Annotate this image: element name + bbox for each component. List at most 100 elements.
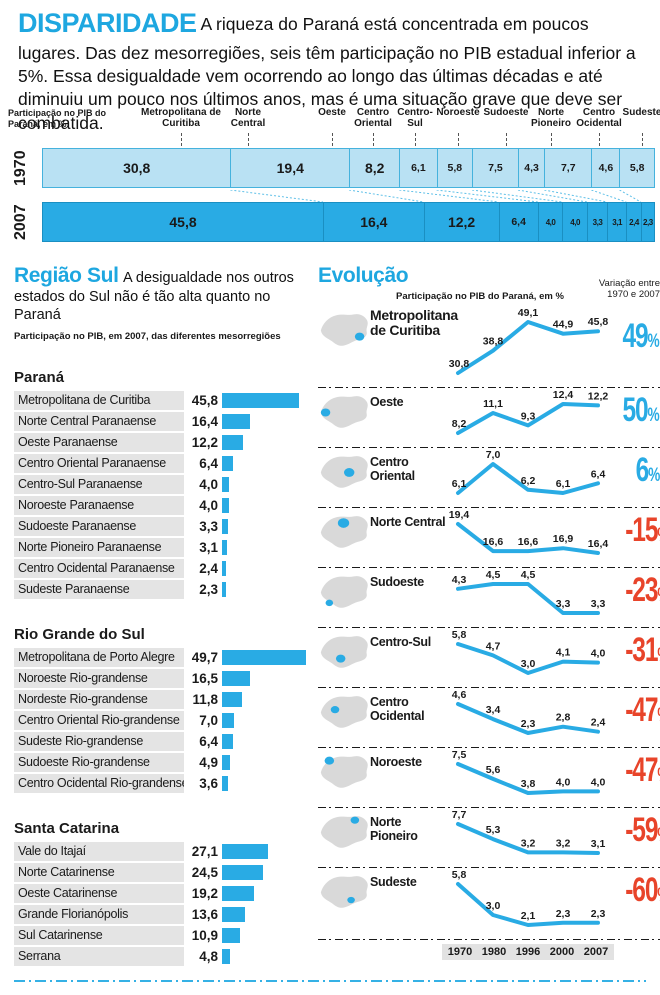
mesoregion-bar-row: Metropolitana de Curitiba 45,8 [14, 391, 314, 411]
pib-bar-segment: 8,2 [349, 148, 400, 188]
mesoregion-value: 3,1 [199, 540, 218, 556]
svg-text:4,1: 4,1 [556, 647, 571, 659]
mesoregion-bar [222, 886, 255, 902]
evolucao-row: Oeste 8,2 11,1 9,3 12,4 12,2 50% [318, 388, 660, 448]
page-title: DISPARIDADE [18, 8, 197, 38]
svg-text:5,3: 5,3 [486, 824, 501, 836]
segment-value: 4,0 [545, 217, 556, 227]
percent-sign: % [657, 825, 660, 846]
parana-map-icon [318, 508, 370, 568]
svg-text:16,6: 16,6 [483, 536, 504, 548]
mesoregion-bar-row: Metropolitana de Porto Alegre 49,7 [14, 648, 314, 668]
mesoregion-bar-row: Centro Ocidental Rio-grandense 3,6 [14, 774, 314, 794]
region-label: Centro- Sul [397, 107, 433, 129]
evolucao-title: Evolução [318, 264, 409, 287]
svg-text:7,5: 7,5 [452, 749, 467, 761]
mesoregion-label: Oeste Catarinense [14, 884, 184, 904]
mesoregion-value: 6,4 [199, 456, 218, 472]
label-leader-line [599, 133, 600, 146]
label-leader-line [332, 133, 333, 146]
mesoregion-bar-row: Norte Catarinense 24,5 [14, 863, 314, 883]
year-tick: 2000 [549, 946, 575, 958]
region-label: Noroeste [436, 107, 480, 118]
svg-text:11,1: 11,1 [483, 398, 503, 410]
segment-value: 4,3 [524, 162, 539, 174]
mesoregion-label: Sul Catarinense [14, 926, 184, 946]
percent-sign: % [657, 705, 660, 726]
evolucao-section: Evolução Participação no PIB do Paraná, … [318, 264, 660, 960]
variation-value: 49% [623, 319, 660, 353]
variation-badge: 6% [608, 448, 660, 508]
mesoregion-label: Serrana [14, 947, 184, 967]
region-label: Sudeste [622, 107, 660, 118]
mesoregion-label: Vale do Itajaí [14, 842, 184, 862]
label-leader-line [642, 133, 643, 146]
region-label: Norte Central [230, 107, 266, 129]
mesoregion-bar-row: Sudoeste Rio-grandense 4,9 [14, 753, 314, 773]
svg-text:6,2: 6,2 [521, 475, 536, 487]
variation-badge: 49% [608, 306, 660, 388]
mesoregion-value: 4,8 [199, 949, 218, 965]
mesoregion-bar-row: Noroeste Rio-grandense 16,5 [14, 669, 314, 689]
variation-number: -60 [625, 871, 658, 909]
parana-map-icon [318, 628, 370, 688]
mesoregion-bar-row: Serrana 4,8 [14, 947, 314, 967]
mesoregion-bar [222, 540, 228, 556]
headline: DISPARIDADE A riqueza do Paraná está con… [18, 6, 646, 135]
mesoregion-value: 3,3 [199, 519, 218, 535]
percent-sign: % [657, 525, 660, 546]
mesoregion-bar-row: Sudeste Rio-grandense 6,4 [14, 732, 314, 752]
trend-sparkline: 4,3 4,5 4,5 3,3 3,3 [452, 569, 605, 615]
svg-text:30,8: 30,8 [449, 358, 470, 370]
mesoregion-bar-row: Norte Central Paranaense 16,4 [14, 412, 314, 432]
pib-bar-segment: 19,4 [230, 148, 350, 188]
variation-number: -59 [625, 811, 658, 849]
mesoregion-bar [222, 393, 299, 409]
evolucao-row: Norte Pioneiro 7,7 5,3 3,2 3,2 3,1 -59% [318, 808, 660, 868]
label-leader-line [373, 133, 374, 146]
svg-text:16,4: 16,4 [588, 538, 609, 550]
mesoregion-bar-row: Noroeste Paranaense 4,0 [14, 496, 314, 516]
mesoregion-label: Sudeste Paranaense [14, 580, 184, 600]
pib-bar-segment: 2,3 [640, 202, 655, 242]
mesoregion-bar-row: Centro Oriental Paranaense 6,4 [14, 454, 314, 474]
evolucao-row: Sudeste 5,8 3,0 2,1 2,3 2,3 -60% [318, 868, 660, 940]
variation-number: -47 [625, 691, 658, 729]
year-tick: 1970 [447, 946, 473, 958]
mesoregion-name: Metropolitana de Curitiba [370, 307, 458, 339]
svg-text:3,3: 3,3 [556, 598, 571, 610]
mesoregion-bar [222, 561, 226, 577]
svg-text:2,3: 2,3 [521, 718, 536, 730]
mesoregion-label: Oeste Paranaense [14, 433, 184, 453]
percent-sign: % [657, 765, 660, 786]
variation-badge: -47% [608, 748, 660, 808]
region-label: Sudoeste [483, 107, 529, 118]
label-leader-line [506, 133, 507, 146]
mesoregion-name: Norte Pioneiro [370, 815, 418, 843]
svg-text:3,1: 3,1 [591, 838, 606, 850]
mesoregion-value: 45,8 [191, 393, 218, 409]
mesoregion-value: 16,4 [191, 414, 218, 430]
svg-text:3,2: 3,2 [556, 837, 571, 849]
segment-value: 2,4 [629, 217, 639, 227]
mesoregion-value: 2,3 [199, 582, 218, 598]
label-leader-line [551, 133, 552, 146]
mesoregion-bar [222, 776, 228, 792]
variation-badge: -47% [608, 688, 660, 748]
svg-text:2,1: 2,1 [521, 910, 536, 922]
parana-map-icon [318, 808, 370, 868]
svg-text:6,1: 6,1 [556, 478, 571, 490]
variation-badge: -60% [608, 868, 660, 940]
variation-value: 50% [623, 393, 660, 427]
regiao-sul-bar-groups: Paraná Metropolitana de Curitiba 45,8 Norte… [14, 369, 314, 967]
mesoregion-label: Centro Ocidental Rio-grandense [14, 774, 184, 794]
variation-value: -47% [625, 753, 660, 787]
svg-text:3,2: 3,2 [521, 837, 536, 849]
mesoregion-value: 4,0 [199, 498, 218, 514]
svg-text:8,2: 8,2 [452, 418, 467, 430]
svg-text:4,7: 4,7 [486, 640, 501, 652]
state-group: Paraná Metropolitana de Curitiba 45,8 Norte… [14, 369, 314, 600]
trend-sparkline: 5,8 4,7 3,0 4,1 4,0 [452, 629, 605, 675]
mesoregion-name: Sudeste [370, 875, 417, 889]
regiao-sul-subtitle: Participação no PIB, em 2007, das difere… [14, 331, 281, 343]
